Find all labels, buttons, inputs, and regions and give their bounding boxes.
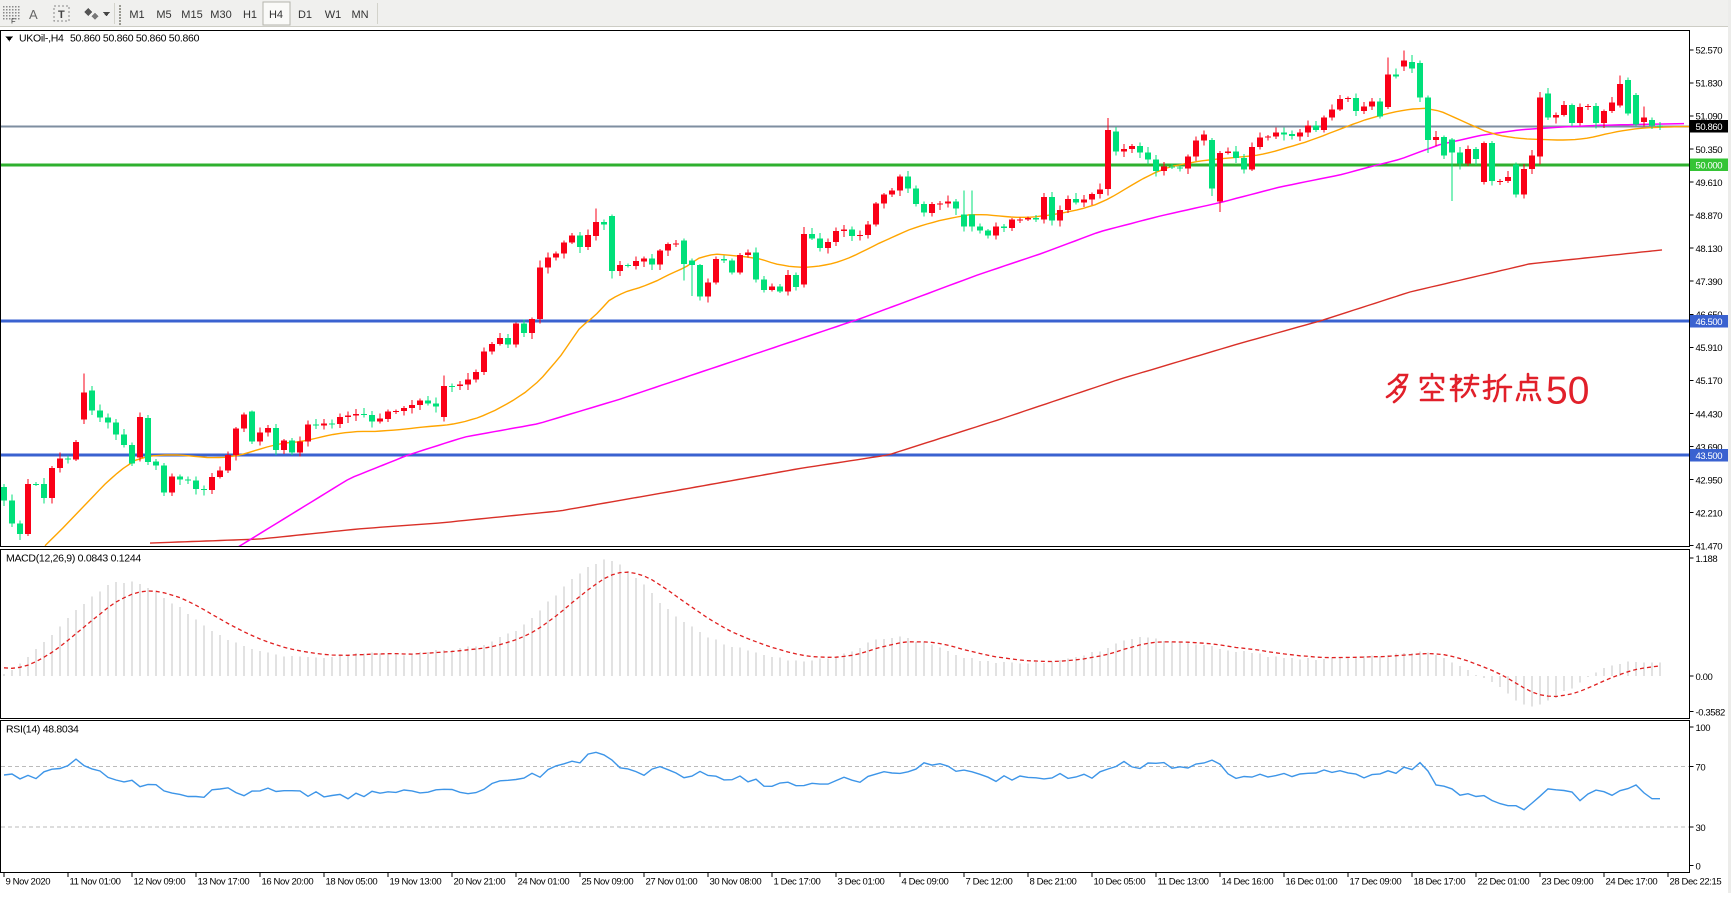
svg-text:0.00: 0.00	[1696, 672, 1713, 683]
svg-text:52.570: 52.570	[1696, 46, 1723, 57]
svg-text:28 Dec 22:15: 28 Dec 22:15	[1670, 877, 1722, 888]
svg-text:11 Dec 13:00: 11 Dec 13:00	[1158, 877, 1209, 888]
svg-text:0: 0	[1696, 861, 1701, 872]
svg-text:47.390: 47.390	[1696, 277, 1723, 288]
svg-text:4 Dec 09:00: 4 Dec 09:00	[902, 877, 949, 888]
svg-text:41.470: 41.470	[1696, 542, 1723, 553]
svg-text:30 Nov 08:00: 30 Nov 08:00	[710, 877, 762, 888]
svg-text:M30: M30	[210, 9, 231, 21]
svg-text:50.860: 50.860	[1696, 122, 1723, 133]
svg-text:17 Dec 09:00: 17 Dec 09:00	[1350, 877, 1402, 888]
svg-text:16 Dec 01:00: 16 Dec 01:00	[1286, 877, 1338, 888]
svg-text:UKOil-,H4: UKOil-,H4	[19, 33, 64, 45]
svg-text:19 Nov 13:00: 19 Nov 13:00	[390, 877, 442, 888]
svg-text:F: F	[11, 17, 16, 26]
svg-text:14 Dec 16:00: 14 Dec 16:00	[1222, 877, 1274, 888]
svg-text:7 Dec 12:00: 7 Dec 12:00	[966, 877, 1013, 888]
svg-text:30: 30	[1696, 823, 1706, 834]
svg-text:9 Nov 2020: 9 Nov 2020	[6, 877, 51, 888]
svg-text:M1: M1	[129, 9, 144, 21]
svg-text:48.870: 48.870	[1696, 211, 1723, 222]
svg-text:24 Nov 01:00: 24 Nov 01:00	[518, 877, 570, 888]
svg-text:49.610: 49.610	[1696, 178, 1723, 189]
svg-text:MACD(12,26,9) 0.0843 0.1244: MACD(12,26,9) 0.0843 0.1244	[6, 553, 141, 565]
svg-text:H1: H1	[243, 9, 257, 21]
svg-text:46.500: 46.500	[1696, 317, 1723, 328]
svg-text:50.860 50.860 50.860 50.860: 50.860 50.860 50.860 50.860	[70, 33, 200, 45]
svg-text:H4: H4	[269, 9, 283, 21]
svg-text:D1: D1	[298, 9, 312, 21]
svg-text:11 Nov 01:00: 11 Nov 01:00	[70, 877, 121, 888]
svg-text:51.090: 51.090	[1696, 112, 1723, 123]
svg-text:A: A	[29, 7, 38, 22]
svg-text:18 Dec 17:00: 18 Dec 17:00	[1414, 877, 1466, 888]
svg-text:45.170: 45.170	[1696, 376, 1723, 387]
svg-text:MN: MN	[351, 9, 368, 21]
svg-text:20 Nov 21:00: 20 Nov 21:00	[454, 877, 506, 888]
svg-text:42.210: 42.210	[1696, 508, 1723, 519]
svg-text:13 Nov 17:00: 13 Nov 17:00	[198, 877, 250, 888]
svg-text:25 Nov 09:00: 25 Nov 09:00	[582, 877, 634, 888]
svg-text:8 Dec 21:00: 8 Dec 21:00	[1030, 877, 1077, 888]
svg-text:42.950: 42.950	[1696, 475, 1723, 486]
svg-text:10 Dec 05:00: 10 Dec 05:00	[1094, 877, 1146, 888]
svg-text:1.188: 1.188	[1696, 554, 1718, 565]
svg-text:3 Dec 01:00: 3 Dec 01:00	[838, 877, 885, 888]
svg-text:RSI(14) 48.8034: RSI(14) 48.8034	[6, 724, 79, 736]
svg-text:44.430: 44.430	[1696, 409, 1723, 420]
svg-text:43.690: 43.690	[1696, 442, 1723, 453]
svg-text:16 Nov 20:00: 16 Nov 20:00	[262, 877, 314, 888]
svg-text:23 Dec 09:00: 23 Dec 09:00	[1542, 877, 1594, 888]
svg-text:45.910: 45.910	[1696, 343, 1723, 354]
svg-text:51.830: 51.830	[1696, 79, 1723, 90]
svg-text:M5: M5	[156, 9, 171, 21]
svg-text:50.350: 50.350	[1696, 145, 1723, 156]
svg-text:50: 50	[1546, 370, 1589, 413]
svg-text:1 Dec 17:00: 1 Dec 17:00	[774, 877, 821, 888]
svg-text:48.130: 48.130	[1696, 244, 1723, 255]
svg-text:W1: W1	[325, 9, 342, 21]
svg-text:43.500: 43.500	[1696, 451, 1723, 462]
svg-text:-0.3582: -0.3582	[1696, 707, 1726, 718]
svg-text:22 Dec 01:00: 22 Dec 01:00	[1478, 877, 1530, 888]
svg-text:50.000: 50.000	[1696, 160, 1723, 171]
svg-text:24 Dec 17:00: 24 Dec 17:00	[1606, 877, 1658, 888]
svg-text:18 Nov 05:00: 18 Nov 05:00	[326, 877, 378, 888]
svg-text:M15: M15	[181, 9, 202, 21]
svg-text:T: T	[58, 9, 65, 21]
svg-text:100: 100	[1696, 723, 1711, 734]
svg-text:12 Nov 09:00: 12 Nov 09:00	[134, 877, 186, 888]
svg-text:27 Nov 01:00: 27 Nov 01:00	[646, 877, 698, 888]
svg-text:70: 70	[1696, 762, 1706, 773]
